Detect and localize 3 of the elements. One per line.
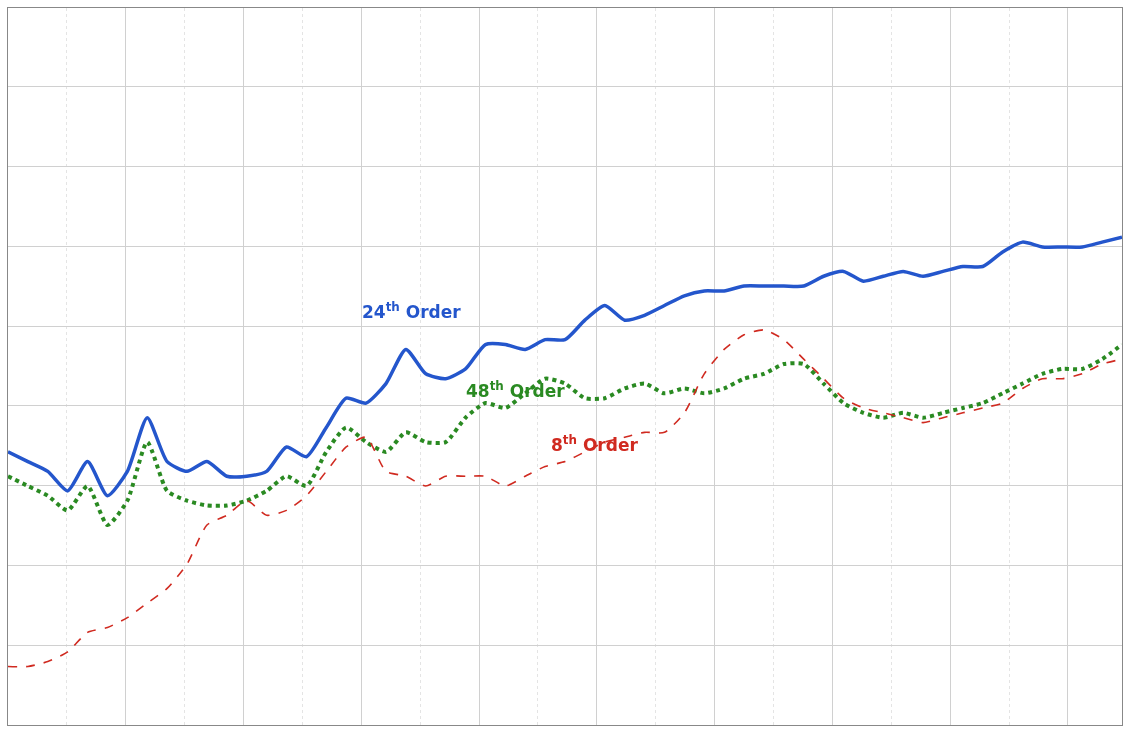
series-label: 8$^{th}$ Order [551,433,639,456]
series-label: 48$^{th}$ Order [466,379,566,402]
series-label: 24$^{th}$ Order [362,300,462,323]
